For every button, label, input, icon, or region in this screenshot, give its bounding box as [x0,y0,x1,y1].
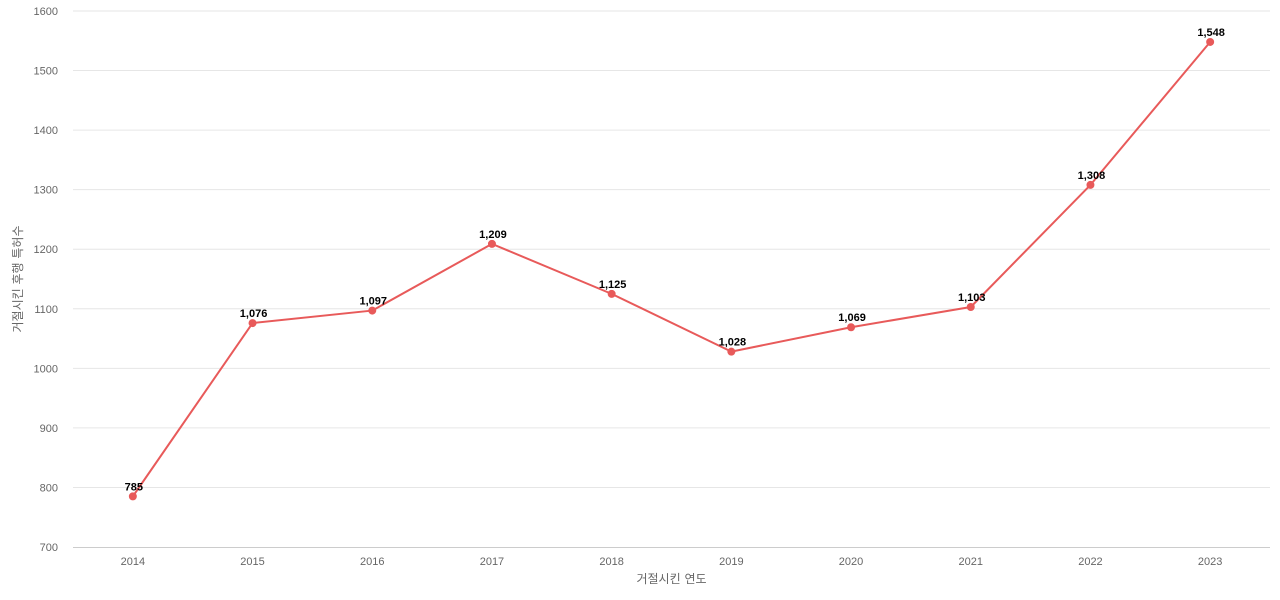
y-axis-title: 거절시킨 후행 특허수 [10,226,25,333]
y-tick-label: 1400 [34,125,58,137]
data-label: 1,097 [359,296,387,308]
y-tick-label: 1100 [34,304,58,316]
data-label: 785 [125,481,143,493]
x-axis-title: 거절시킨 연도 [636,572,706,586]
data-label: 1,028 [719,337,747,349]
data-label: 1,308 [1078,170,1106,182]
data-label: 1,076 [240,308,268,320]
data-label: 1,125 [599,279,627,291]
x-axis-ticks: 2014 2015 2016 2017 2018 2019 2020 2021 2022 2023 [121,556,1223,568]
x-tick-label: 2019 [719,556,743,568]
y-tick-label: 700 [40,542,58,554]
x-tick-label: 2016 [360,556,384,568]
data-label: 1,548 [1197,27,1225,39]
data-point[interactable] [1206,37,1215,46]
data-labels: 785 1,076 1,097 1,209 1,125 1,028 1,069 1,103 1,… [125,27,1225,493]
x-tick-label: 2015 [240,556,264,568]
y-tick-label: 800 [40,482,58,494]
y-tick-label: 1300 [34,185,58,197]
series-line [132,41,1211,497]
data-label: 1,209 [479,229,507,241]
y-tick-label: 1000 [34,363,58,375]
y-tick-label: 1500 [34,66,58,78]
data-point[interactable] [966,302,975,311]
data-point[interactable] [248,319,257,328]
y-tick-label: 1600 [34,6,58,18]
data-point[interactable] [847,323,856,332]
x-tick-label: 2023 [1198,556,1222,568]
data-point[interactable] [487,239,496,248]
data-point[interactable] [727,347,736,356]
x-tick-label: 2018 [599,556,623,568]
y-axis-ticks: 700 800 900 1000 1100 1200 1300 1400 1500 1600 [34,6,58,554]
x-tick-label: 2017 [480,556,504,568]
data-point[interactable] [1086,180,1095,189]
x-tick-label: 2014 [121,556,145,568]
data-label: 1,069 [838,312,866,324]
data-point[interactable] [368,306,377,315]
series-layer [128,37,1215,501]
data-point[interactable] [128,492,137,501]
x-tick-label: 2022 [1078,556,1102,568]
data-point[interactable] [607,289,616,298]
gridlines [73,10,1270,488]
x-tick-label: 2021 [959,556,983,568]
data-label: 1,103 [958,292,986,304]
y-tick-label: 1200 [34,244,58,256]
y-tick-label: 900 [40,423,58,435]
x-tick-label: 2020 [839,556,863,568]
